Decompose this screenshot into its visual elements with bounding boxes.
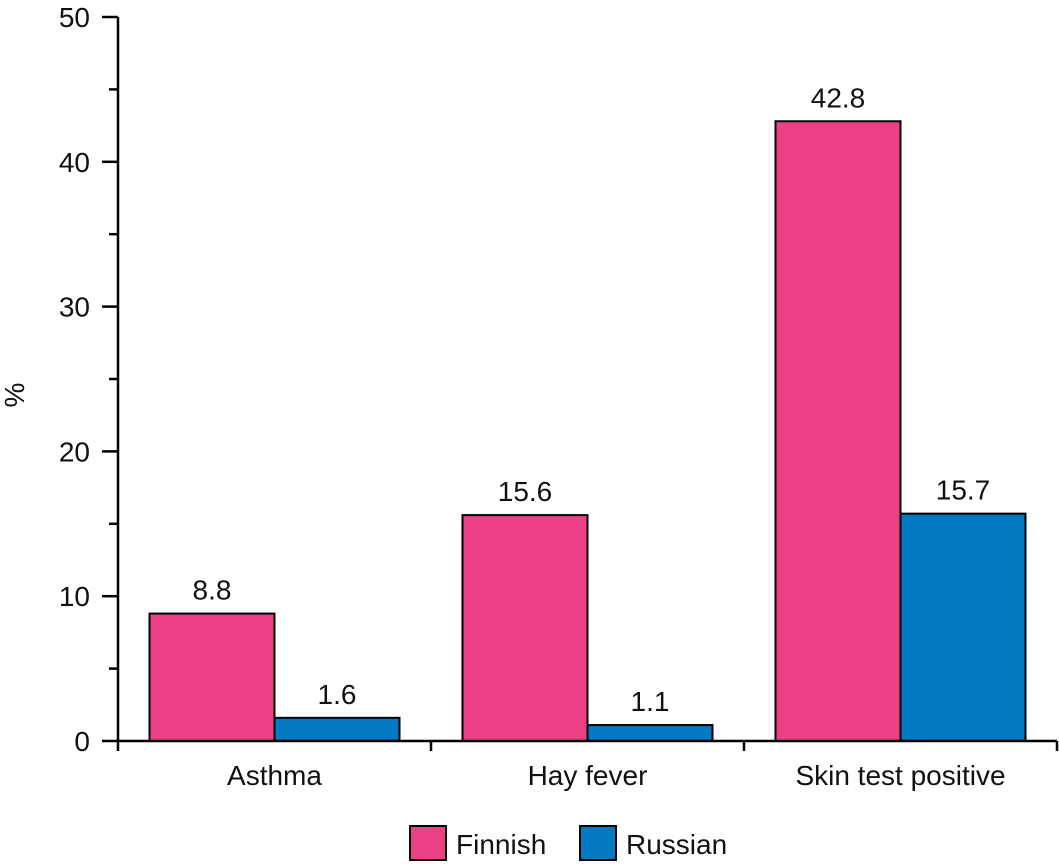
y-tick-label: 20: [59, 436, 90, 467]
data-label: 8.8: [193, 575, 232, 606]
y-tick-label: 10: [59, 581, 90, 612]
bar-finnish: [148, 612, 276, 742]
y-tick-label: 40: [59, 147, 90, 178]
y-tick-label: 50: [59, 2, 90, 33]
legend-label-finnish: Finnish: [456, 829, 546, 860]
labels: 8.8 1.6 Asthma 15.6 1.1 Hay fever 42.8 15.7 Skin…: [193, 82, 1006, 791]
data-label: 1.6: [318, 679, 357, 710]
x-tick-label: Asthma: [227, 760, 322, 791]
bar-finnish: [774, 120, 902, 743]
data-label: 15.7: [936, 475, 991, 506]
legend-swatch-russian: [579, 825, 617, 861]
bar-finnish: [461, 514, 589, 742]
y-tick-label: 30: [59, 292, 90, 323]
y-axis-ticks: 0 10 20 30 40 50: [59, 2, 118, 757]
bar-russian: [899, 512, 1027, 742]
axes: [116, 17, 1059, 751]
data-label: 15.6: [498, 476, 553, 507]
y-tick-label: 0: [74, 726, 90, 757]
bars: [148, 120, 1027, 743]
bar-russian: [273, 716, 401, 742]
data-label: 1.1: [631, 686, 670, 717]
data-label: 42.8: [811, 82, 866, 113]
legend: Finnish Russian: [409, 825, 727, 861]
x-tick-label: Skin test positive: [795, 760, 1005, 791]
x-tick-label: Hay fever: [528, 760, 648, 791]
legend-swatch-finnish: [409, 825, 447, 861]
legend-label-russian: Russian: [626, 829, 727, 860]
y-axis-label: %: [0, 383, 30, 408]
bar-russian: [586, 724, 714, 743]
